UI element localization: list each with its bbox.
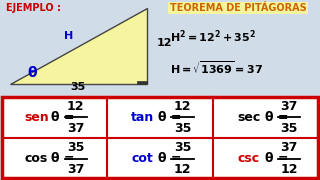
Text: θ =: θ =: [158, 152, 181, 165]
Text: θ: θ: [27, 66, 37, 80]
Text: θ =: θ =: [265, 111, 288, 124]
Text: 37: 37: [280, 100, 298, 113]
Text: $\mathbf{H = \sqrt{1369} = 37}$: $\mathbf{H = \sqrt{1369} = 37}$: [170, 59, 263, 76]
Text: 37: 37: [67, 163, 84, 176]
Text: θ =: θ =: [52, 152, 75, 165]
FancyBboxPatch shape: [2, 97, 318, 178]
Text: tan: tan: [131, 111, 155, 124]
Polygon shape: [137, 81, 147, 84]
Text: cot: cot: [131, 152, 153, 165]
Text: 12: 12: [67, 100, 84, 113]
Text: $\mathbf{H^2 = 12^2 + 35^2}$: $\mathbf{H^2 = 12^2 + 35^2}$: [170, 29, 256, 45]
Text: csc: csc: [238, 152, 260, 165]
Text: 12: 12: [174, 163, 191, 176]
Text: EJEMPLO :: EJEMPLO :: [6, 3, 61, 13]
Text: 12: 12: [280, 163, 298, 176]
Text: sen: sen: [25, 111, 49, 124]
Text: 37: 37: [67, 122, 84, 135]
Text: 12: 12: [174, 100, 191, 113]
Text: 12: 12: [157, 38, 172, 48]
Text: θ =: θ =: [158, 111, 181, 124]
Text: 35: 35: [71, 82, 86, 92]
Text: TEOREMA DE PITÁGORAS: TEOREMA DE PITÁGORAS: [170, 3, 306, 13]
Text: 35: 35: [67, 141, 84, 154]
Text: H: H: [64, 31, 73, 41]
Text: 37: 37: [280, 141, 298, 154]
Text: 35: 35: [280, 122, 298, 135]
Text: cos: cos: [25, 152, 48, 165]
Text: 35: 35: [174, 122, 191, 135]
Polygon shape: [10, 8, 147, 84]
Text: sec: sec: [238, 111, 261, 124]
Text: θ =: θ =: [265, 152, 288, 165]
Text: θ =: θ =: [52, 111, 75, 124]
Text: 35: 35: [174, 141, 191, 154]
